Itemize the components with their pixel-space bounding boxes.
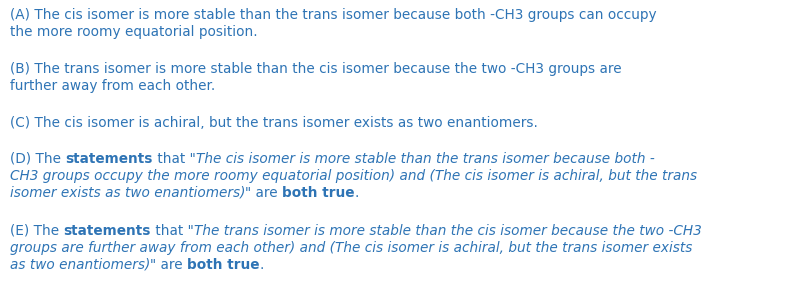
Text: both true: both true [283,186,355,200]
Text: the more roomy equatorial position.: the more roomy equatorial position. [10,25,258,39]
Text: further away from each other.: further away from each other. [10,79,215,93]
Text: (C) The cis isomer is achiral, but the trans isomer exists as two enantiomers.: (C) The cis isomer is achiral, but the t… [10,116,538,130]
Text: The trans isomer is more stable than the cis isomer because the two -CH3: The trans isomer is more stable than the… [194,224,701,238]
Text: (E) The: (E) The [10,224,64,238]
Text: (D) The: (D) The [10,152,65,166]
Text: that ": that " [153,152,195,166]
Text: The cis isomer is more stable than the trans isomer because both -: The cis isomer is more stable than the t… [195,152,654,166]
Text: statements: statements [65,152,153,166]
Text: that ": that " [151,224,194,238]
Text: .: . [260,258,264,272]
Text: CH3 groups occupy the more roomy equatorial position) and (The cis isomer is ach: CH3 groups occupy the more roomy equator… [10,169,697,183]
Text: " are: " are [246,186,283,200]
Text: (A) The cis isomer is more stable than the trans isomer because both -CH3 groups: (A) The cis isomer is more stable than t… [10,8,656,22]
Text: statements: statements [64,224,151,238]
Text: .: . [355,186,359,200]
Text: groups are further away from each other) and (The cis isomer is achiral, but the: groups are further away from each other)… [10,241,693,255]
Text: as two enantiomers): as two enantiomers) [10,258,151,272]
Text: isomer exists as two enantiomers): isomer exists as two enantiomers) [10,186,246,200]
Text: both true: both true [188,258,260,272]
Text: " are: " are [151,258,188,272]
Text: (B) The trans isomer is more stable than the cis isomer because the two -CH3 gro: (B) The trans isomer is more stable than… [10,62,622,76]
